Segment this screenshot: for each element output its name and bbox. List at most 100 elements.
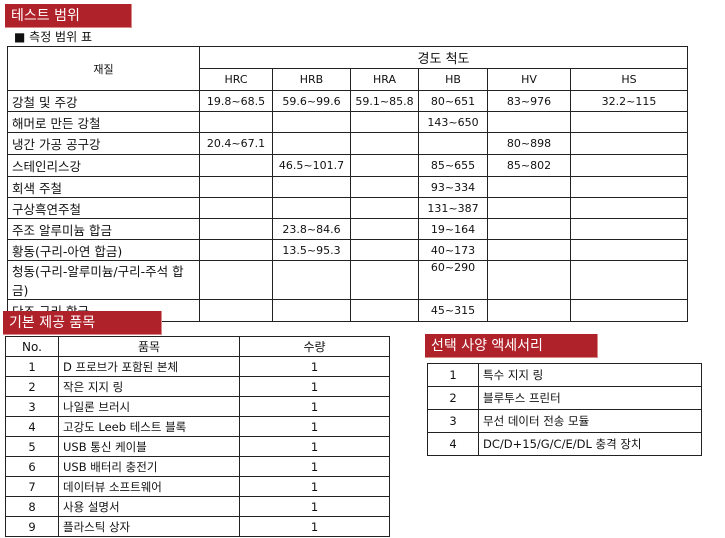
qty-cell: 1 — [239, 516, 390, 537]
value-cell — [569, 176, 689, 198]
no-cell: 7 — [5, 476, 59, 497]
material-cell: 주조 알루미늄 합금 — [7, 218, 200, 240]
item-cell: 나일론 브러시 — [58, 396, 240, 417]
value-cell — [350, 218, 419, 240]
value-cell — [350, 111, 419, 133]
table-row: 회색 주철 93~334 — [7, 176, 689, 198]
value-cell — [569, 239, 689, 261]
value-cell — [487, 239, 571, 261]
value-cell: 19.8~68.5 — [199, 90, 273, 112]
value-cell — [350, 299, 419, 322]
item-cell: 고강도 Leeb 테스트 블록 — [58, 416, 240, 437]
no-cell: 9 — [5, 516, 59, 537]
value-cell — [199, 260, 273, 300]
table-row: 4 고강도 Leeb 테스트 블록 1 — [5, 416, 390, 437]
value-cell — [272, 176, 351, 198]
qty-cell: 1 — [239, 376, 390, 397]
value-cell — [487, 218, 571, 240]
value-cell — [199, 239, 273, 261]
qty-cell: 1 — [239, 476, 390, 497]
material-header: 재질 — [7, 46, 200, 91]
header-cell: No. — [5, 336, 59, 357]
value-cell: 20.4~67.1 — [199, 132, 273, 155]
material-cell: 스테인리스강 — [7, 154, 200, 177]
table-row: 6 USB 배터리 충전기 1 — [5, 456, 390, 477]
section-banner-test-range: 테스트 범위 — [5, 4, 132, 28]
material-cell: 냉간 가공 공구강 — [7, 132, 200, 155]
value-cell — [199, 176, 273, 198]
value-cell — [199, 197, 273, 219]
value-cell: 80~651 — [418, 90, 488, 112]
value-cell: 60~290 — [418, 260, 488, 300]
table-row: 5 USB 통신 케이블 1 — [5, 436, 390, 457]
material-cell: 강철 및 주강 — [7, 90, 200, 112]
value-cell — [272, 197, 351, 219]
table-row: 스테인리스강 46.5~101.7 85~655 85~802 — [7, 154, 689, 177]
table-row: 청동(구리-알루미늄/구리-주석 합금) 60~290 — [7, 260, 689, 300]
value-cell: 93~334 — [418, 176, 488, 198]
qty-cell: 1 — [239, 456, 390, 477]
value-cell — [487, 176, 571, 198]
no-cell: 4 — [5, 416, 59, 437]
value-cell: 46.5~101.7 — [272, 154, 351, 177]
value-cell: 59.6~99.6 — [272, 90, 351, 112]
qty-cell: 1 — [239, 436, 390, 457]
value-cell — [272, 111, 351, 133]
item-cell: 작은 지지 링 — [58, 376, 240, 397]
value-cell — [350, 176, 419, 198]
value-cell — [199, 299, 273, 322]
no-cell: 2 — [5, 376, 59, 397]
table-row: 냉간 가공 공구강 20.4~67.1 80~898 — [7, 132, 689, 155]
table-row: 1 특수 지지 링 — [427, 363, 702, 387]
scale-header-cell: HRA — [350, 68, 419, 91]
value-cell: 13.5~95.3 — [272, 239, 351, 261]
item-cell: 특수 지지 링 — [478, 363, 702, 387]
scale-header: 경도 척도 — [198, 46, 689, 69]
qty-cell: 1 — [239, 416, 390, 437]
value-cell: 143~650 — [418, 111, 488, 133]
item-cell: 블루투스 프린터 — [478, 386, 702, 410]
value-cell: 45~315 — [418, 299, 488, 322]
optional-accessories-table: 1 특수 지지 링 2 블루투스 프린터 3 무선 데이터 전송 모듈 4 DC/D+15/G… — [427, 363, 702, 456]
section-banner-optional-accessories: 선택 사양 액세서리 — [425, 334, 598, 358]
value-cell — [350, 132, 419, 155]
value-cell: 131~387 — [418, 197, 488, 219]
value-cell — [418, 132, 488, 155]
value-cell: 19~164 — [418, 218, 488, 240]
value-cell — [569, 218, 689, 240]
table-row: 3 무선 데이터 전송 모듈 — [427, 409, 702, 433]
value-cell — [569, 197, 689, 219]
value-cell — [199, 218, 273, 240]
item-cell: USB 배터리 충전기 — [58, 456, 240, 477]
value-cell — [569, 154, 689, 177]
value-cell — [350, 260, 419, 300]
scale-header-cell: HB — [418, 68, 488, 91]
no-cell: 3 — [5, 396, 59, 417]
item-cell: 플라스틱 상자 — [58, 516, 240, 537]
table-row: 3 나일론 브러시 1 — [5, 396, 390, 417]
table-row: 강철 및 주강 19.8~68.5 59.6~99.6 59.1~85.8 80~651… — [7, 90, 689, 112]
table-row: 4 DC/D+15/G/C/E/DL 충격 장치 — [427, 432, 702, 456]
header-cell: 수량 — [239, 336, 390, 357]
item-cell: USB 통신 케이블 — [58, 436, 240, 457]
range-table-caption: ■ 측정 범위 표 — [14, 30, 92, 44]
table-row: 9 플라스틱 상자 1 — [5, 516, 390, 537]
item-cell: 데이터뷰 소프트웨어 — [58, 476, 240, 497]
no-cell: 8 — [5, 496, 59, 517]
qty-cell: 1 — [239, 356, 390, 377]
no-cell: 6 — [5, 456, 59, 477]
value-cell: 83~976 — [487, 90, 571, 112]
value-cell — [569, 132, 689, 155]
value-cell — [487, 197, 571, 219]
scale-header-cell: HRC — [199, 68, 273, 91]
value-cell — [569, 299, 689, 322]
value-cell — [199, 111, 273, 133]
no-cell: 2 — [427, 386, 479, 410]
value-cell: 59.1~85.8 — [350, 90, 419, 112]
item-cell: D 프로브가 포함된 본체 — [58, 356, 240, 377]
qty-cell: 1 — [239, 496, 390, 517]
value-cell — [350, 197, 419, 219]
value-cell — [199, 154, 273, 177]
